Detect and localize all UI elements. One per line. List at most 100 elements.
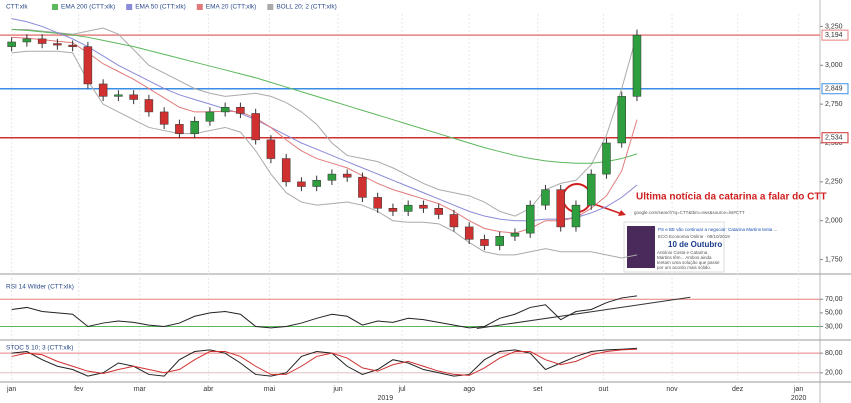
news-source: ECO Economia Online · 09/10/2019 (658, 234, 730, 239)
legend-label: BOLL 20; 2 (CTT:xlk) (276, 4, 336, 11)
y-tick-label: 30,00 (825, 323, 843, 330)
candle-body (464, 226, 474, 240)
panel-title: RSI 14 Wilder (CTT:xlk) (6, 284, 74, 291)
level-label-box (821, 83, 849, 95)
candle-body (510, 232, 520, 237)
news-date: 10 de Outubro (668, 240, 722, 249)
candle-body (480, 239, 489, 246)
candle-body (144, 99, 154, 113)
candle-body (236, 107, 245, 114)
candle-body (434, 208, 443, 215)
x-tick-label: out (599, 386, 609, 393)
candle-body (68, 44, 77, 47)
candle-body (373, 197, 382, 209)
y-tick-label: 2,750 (825, 101, 843, 108)
candle-body (312, 180, 321, 187)
candle-body (586, 173, 596, 206)
candle-body (98, 83, 108, 97)
candle-body (190, 120, 199, 134)
legend-label: EMA 50 (CTT:xlk) (135, 4, 186, 11)
x-tick-label: set (533, 386, 542, 393)
x-tick-label: mai (264, 386, 276, 393)
panel-title: STOC 5 10; 3 (CTT:xlk) (6, 345, 73, 352)
y-tick-label: 2,250 (825, 179, 843, 186)
x-tick-label: abr (203, 386, 214, 393)
candle-body (556, 189, 565, 228)
candle-body (449, 214, 459, 228)
candle-body (159, 111, 169, 125)
annotation: Ultima notícia da catarina a falar do CT… (636, 192, 827, 203)
candle-body (129, 94, 138, 100)
candle-body (495, 236, 504, 246)
y-tick-label: 3,250 (825, 23, 843, 30)
year-label: 2020 (791, 395, 807, 402)
level-label: 2,849 (825, 86, 843, 93)
candle-body (205, 111, 215, 122)
candle-body (602, 142, 611, 175)
candle-body (220, 107, 230, 113)
x-tick-label: fev (74, 386, 84, 393)
level-label-box (821, 132, 849, 144)
level-label: 2,534 (825, 135, 843, 142)
level-label-box (821, 29, 849, 41)
line (476, 296, 691, 329)
news-thumbnail (627, 226, 655, 268)
x-tick-label: jun (332, 386, 342, 393)
arrow-head (618, 210, 626, 216)
candle-body (22, 38, 32, 43)
y-tick-label: 2,000 (825, 218, 843, 225)
candle-body (114, 94, 123, 97)
candle-body (342, 173, 352, 178)
x-tick-label: ago (463, 386, 475, 393)
candle-body (53, 43, 62, 46)
legend-label: EMA 200 (CTT:xlk) (61, 4, 115, 11)
candle-body (251, 113, 260, 141)
legend-label: EMA 20 (CTT:xlk) (206, 4, 257, 11)
candle-body (297, 181, 306, 187)
x-tick-label: mar (134, 386, 147, 393)
candle-body (632, 34, 642, 97)
candle-body (266, 139, 276, 159)
candle-body (403, 204, 413, 212)
y-tick-label: 1,750 (825, 256, 843, 263)
y-tick-label: 3,000 (825, 62, 843, 69)
candle-body (175, 124, 184, 134)
x-tick-label: jan (793, 386, 803, 393)
x-tick-label: jan (6, 386, 16, 393)
y-tick-label: 80,00 (825, 350, 843, 357)
level-label: 3,194 (825, 32, 843, 39)
candle-body (419, 204, 428, 209)
candle-body (83, 46, 93, 85)
line (11, 29, 638, 164)
candle-body (571, 204, 581, 228)
legend-label: CTT:xlk (6, 4, 28, 11)
x-tick-label: dez (732, 386, 744, 393)
candle-body (541, 189, 550, 206)
candle-body (617, 96, 626, 144)
y-tick-label: 20,00 (825, 370, 843, 377)
line (11, 348, 637, 376)
news-snippet-box: António Costa e Catarina Martins têm... … (657, 250, 720, 270)
news-snippet: António Costa e Catarina Martins têm... … (657, 250, 720, 270)
line (11, 347, 638, 377)
line (11, 295, 638, 329)
news-headline: PS e BE vão continuar a negociar: Catari… (658, 227, 777, 232)
line (11, 50, 638, 259)
candle-body (358, 176, 367, 198)
candle-body (388, 208, 398, 212)
candle-body (525, 204, 535, 234)
candle-body (7, 41, 16, 47)
candle-body (327, 173, 337, 181)
x-tick-label: jul (398, 386, 406, 393)
legend-swatch (267, 4, 274, 10)
candle-body (281, 158, 291, 183)
candle-body (37, 38, 47, 44)
year-label: 2019 (378, 395, 394, 402)
news-url: google.com/search?q=CTT&tbm=nws&source=l… (634, 210, 745, 215)
y-tick-label: 2,500 (825, 140, 843, 147)
legend-swatch (52, 4, 58, 10)
y-tick-label: 50,00 (825, 310, 843, 317)
legend-swatch (196, 4, 203, 10)
